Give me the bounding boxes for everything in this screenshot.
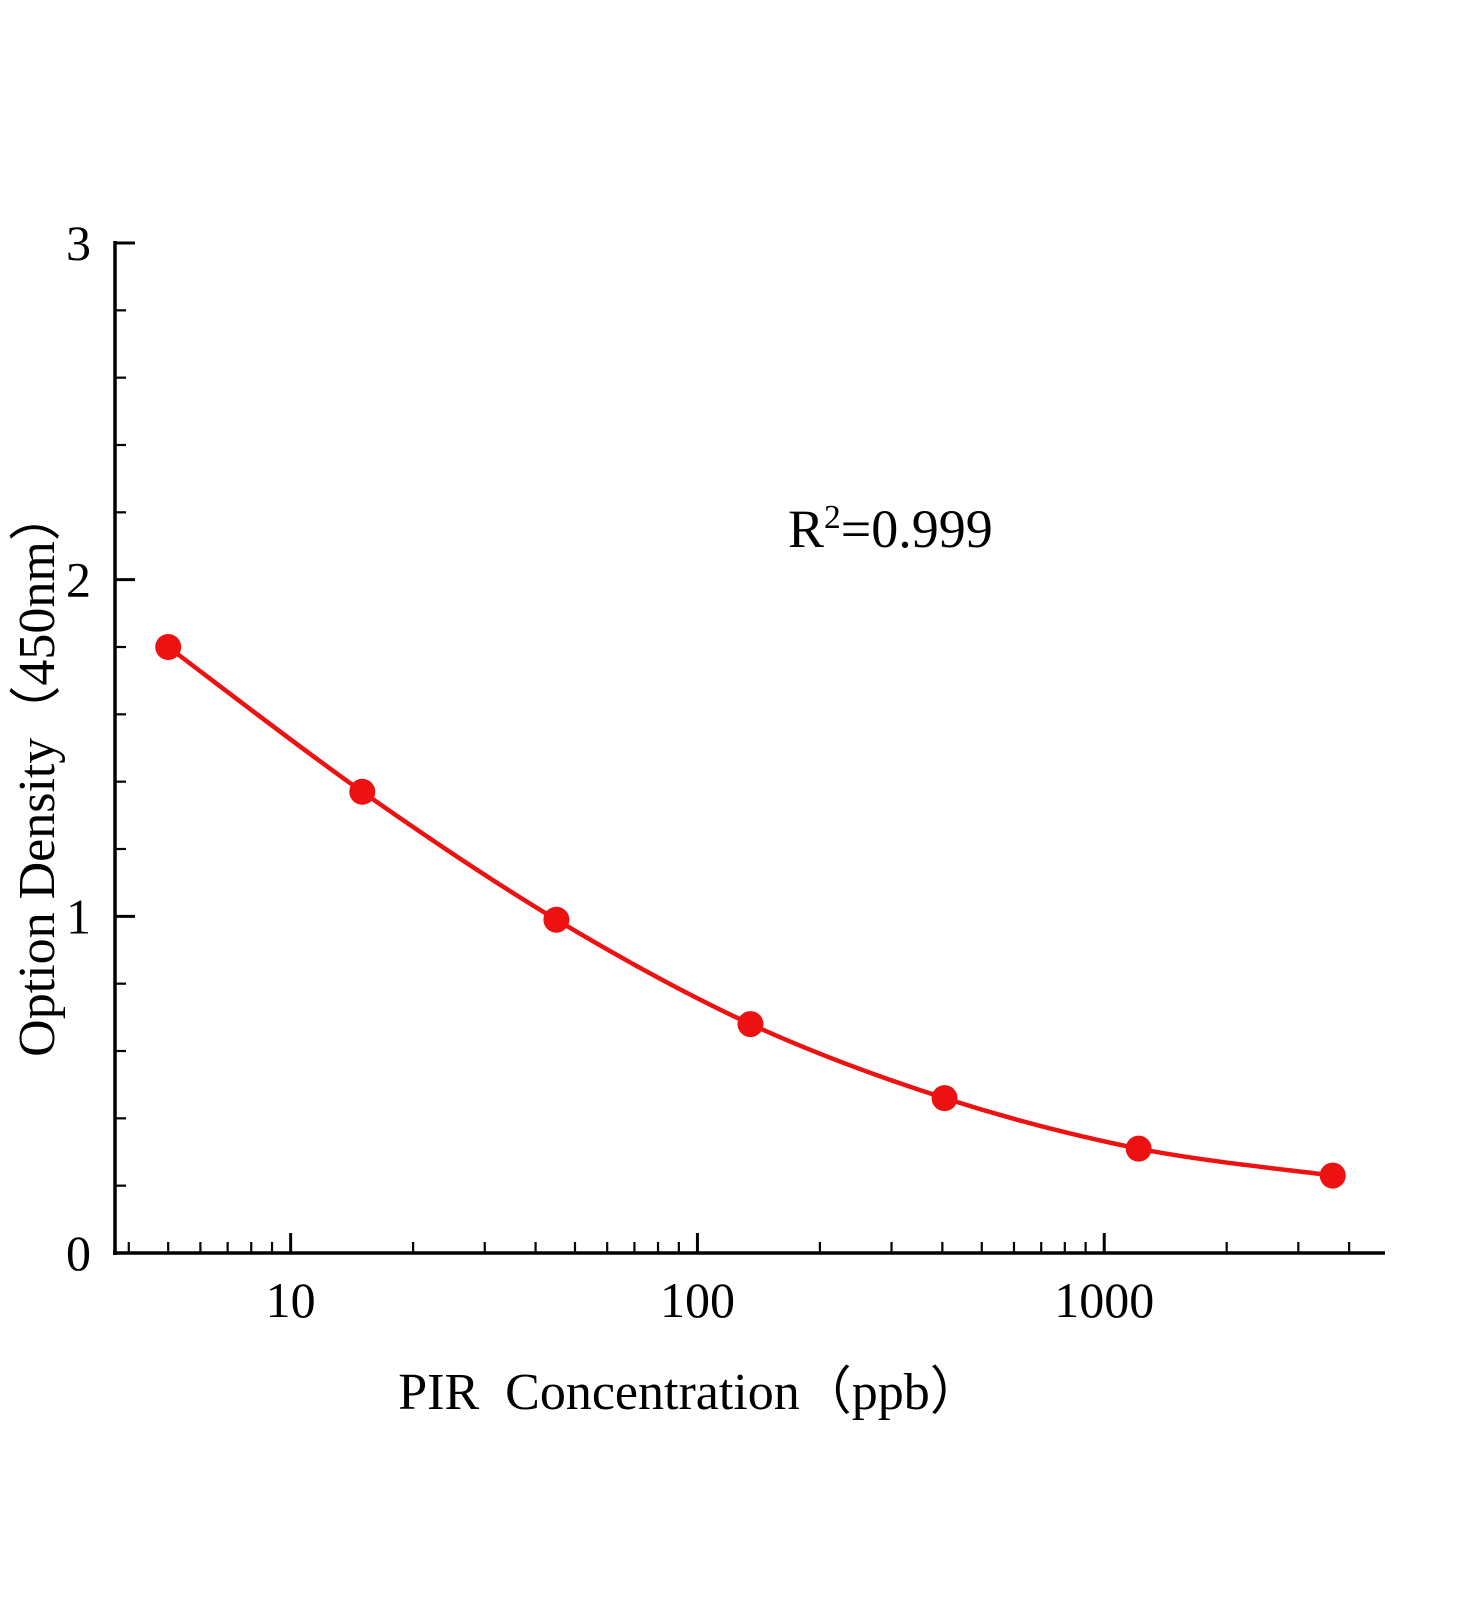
standard-curve-line xyxy=(165,644,1335,1178)
r-squared-base: R xyxy=(788,499,825,559)
data-point xyxy=(737,1011,764,1038)
r-squared-exponent: 2 xyxy=(824,499,841,536)
x-tick-label: 10 xyxy=(266,1272,316,1328)
y-tick-label: 0 xyxy=(66,1225,91,1281)
data-point xyxy=(349,778,376,805)
x-axis-title: PIR Concentration（ppb） xyxy=(398,1364,982,1421)
data-point xyxy=(931,1085,958,1112)
data-point xyxy=(1125,1135,1152,1162)
x-tick-label: 100 xyxy=(660,1272,735,1328)
y-tick-label: 3 xyxy=(66,215,91,271)
data-point xyxy=(155,634,182,660)
y-axis-title: Option Density（450nm） xyxy=(9,489,66,1057)
y-tick-label: 1 xyxy=(66,888,91,944)
data-point xyxy=(543,906,570,933)
r-squared-annotation: R2=0.999 xyxy=(788,498,993,560)
y-tick-label: 2 xyxy=(66,552,91,608)
x-tick-label: 1000 xyxy=(1054,1272,1154,1328)
r-squared-value: =0.999 xyxy=(840,499,993,559)
data-point xyxy=(1319,1162,1346,1189)
